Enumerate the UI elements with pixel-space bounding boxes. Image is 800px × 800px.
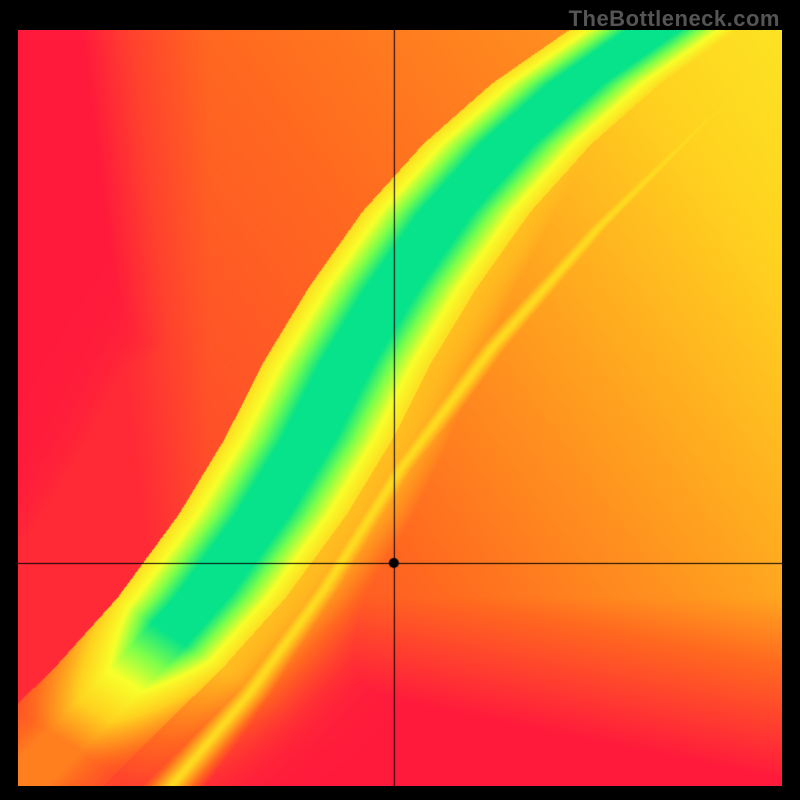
watermark-label: TheBottleneck.com bbox=[569, 6, 780, 32]
chart-container: TheBottleneck.com bbox=[0, 0, 800, 800]
bottleneck-heatmap bbox=[18, 30, 782, 786]
